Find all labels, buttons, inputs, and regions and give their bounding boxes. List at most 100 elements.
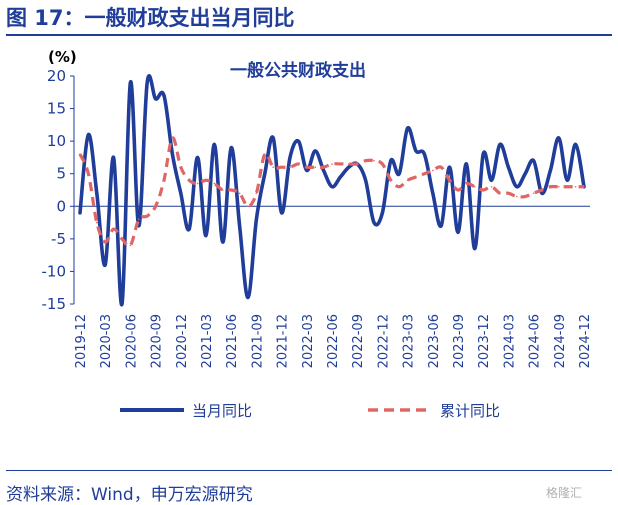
- monthly-point: [297, 140, 300, 142]
- x-tick-label: 2023-06: [427, 314, 442, 368]
- monthly-point: [541, 192, 543, 195]
- monthly-point: [272, 137, 275, 139]
- cumulative-point: [331, 163, 333, 165]
- y-axis-unit: (%): [48, 48, 77, 66]
- cumulative-point: [549, 185, 552, 188]
- y-tick-label: 20: [47, 67, 66, 85]
- monthly-point: [549, 169, 552, 172]
- x-tick-label: 2022-09: [351, 314, 366, 368]
- x-tick-label: 2022-03: [301, 314, 316, 368]
- monthly-point: [558, 137, 560, 139]
- cumulative-point: [583, 185, 585, 188]
- cumulative-point: [440, 166, 443, 168]
- cumulative-point: [566, 185, 568, 188]
- monthly-point: [566, 179, 568, 182]
- monthly-point: [415, 150, 417, 152]
- x-tick-label: 2024-03: [502, 314, 517, 368]
- monthly-point: [222, 241, 224, 243]
- monthly-point: [524, 172, 526, 175]
- x-tick-label: 2021-09: [250, 314, 265, 368]
- monthly-point: [171, 153, 174, 155]
- monthly-point: [96, 192, 98, 195]
- monthly-point: [121, 303, 123, 305]
- monthly-point: [79, 212, 81, 214]
- x-tick-label: 2019-12: [74, 314, 89, 368]
- monthly-point: [465, 163, 468, 165]
- x-tick-label: 2022-06: [326, 314, 341, 368]
- monthly-point: [532, 159, 535, 162]
- cumulative-point: [146, 215, 148, 217]
- monthly-point: [457, 231, 459, 234]
- cumulative-point: [448, 179, 451, 182]
- x-tick-label: 2024-12: [578, 314, 593, 368]
- cumulative-point: [163, 179, 165, 182]
- cumulative-point: [154, 205, 157, 208]
- cumulative-point: [457, 189, 459, 191]
- cumulative-point: [314, 166, 317, 168]
- monthly-point: [264, 172, 266, 175]
- cumulative-point: [196, 182, 199, 185]
- cumulative-point: [96, 221, 98, 224]
- x-tick-label: 2023-03: [402, 314, 417, 368]
- cumulative-point: [415, 176, 417, 178]
- y-tick-label: -10: [42, 262, 67, 280]
- monthly-point: [129, 81, 132, 84]
- monthly-point: [490, 179, 493, 182]
- cumulative-point: [423, 172, 426, 175]
- cumulative-point: [406, 179, 409, 182]
- x-tick-label: 2022-12: [376, 314, 391, 368]
- monthly-point: [314, 150, 317, 152]
- x-tick-label: 2020-06: [124, 314, 139, 368]
- cumulative-point: [558, 185, 560, 188]
- x-tick-label: 2020-12: [175, 314, 190, 368]
- monthly-point: [306, 169, 308, 172]
- y-tick-label: -15: [42, 295, 67, 313]
- y-tick-label: 5: [56, 165, 66, 183]
- legend-label-cumulative: 累计同比: [440, 402, 500, 420]
- monthly-point: [364, 179, 367, 182]
- cumulative-point: [280, 166, 283, 168]
- cumulative-point: [138, 218, 140, 221]
- source-note: 资料来源：Wind，申万宏源研究: [6, 485, 253, 505]
- monthly-point: [474, 247, 476, 250]
- monthly-point: [381, 212, 384, 214]
- cumulative-point: [121, 238, 123, 240]
- monthly-point: [196, 156, 199, 159]
- cumulative-point: [230, 189, 232, 191]
- monthly-point: [230, 146, 232, 149]
- cumulative-point: [432, 169, 434, 172]
- source-rule: [6, 470, 612, 471]
- cumulative-point: [507, 192, 510, 195]
- cumulative-point: [381, 163, 384, 165]
- x-tick-label: 2020-03: [99, 314, 114, 368]
- monthly-point: [339, 176, 342, 178]
- monthly-point: [146, 81, 148, 84]
- cumulative-point: [205, 179, 207, 182]
- legend-label-monthly: 当月同比: [192, 402, 252, 420]
- cumulative-point: [289, 166, 291, 168]
- monthly-point: [482, 153, 485, 155]
- x-tick-label: 2023-09: [452, 314, 467, 368]
- cumulative-point: [474, 185, 476, 188]
- monthly-point: [448, 166, 451, 168]
- monthly-point: [331, 185, 333, 188]
- cumulative-point: [482, 189, 485, 191]
- monthly-point: [213, 143, 216, 146]
- monthly-point: [423, 153, 426, 155]
- cumulative-point: [306, 166, 308, 168]
- cumulative-point: [79, 153, 81, 155]
- monthly-point: [154, 98, 157, 100]
- monthly-point: [238, 225, 241, 227]
- monthly-point: [87, 133, 90, 136]
- monthly-point: [180, 192, 182, 195]
- cumulative-point: [532, 192, 535, 195]
- monthly-point: [247, 296, 249, 299]
- x-tick-label: 2023-12: [477, 314, 492, 368]
- x-tick-label: 2024-06: [528, 314, 543, 368]
- cumulative-point: [398, 185, 401, 188]
- cumulative-point: [348, 163, 350, 165]
- y-tick-label: -5: [51, 230, 66, 248]
- monthly-point: [289, 156, 291, 159]
- cumulative-point: [524, 195, 526, 198]
- cumulative-point: [264, 153, 266, 155]
